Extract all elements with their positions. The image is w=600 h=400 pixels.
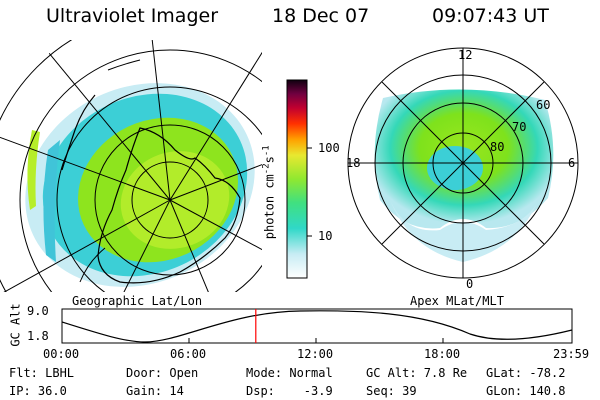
colorbar-unit-label: photon cm-2s-1 bbox=[251, 125, 277, 275]
color-bar bbox=[286, 79, 308, 279]
instrument-title: Ultraviolet Imager bbox=[46, 5, 219, 27]
status-gc-alt: GC Alt: 7.8 Re bbox=[366, 366, 468, 380]
mlat-label-70: 70 bbox=[512, 120, 527, 134]
mlt-label-12: 12 bbox=[458, 48, 473, 62]
mlt-label-6: 6 bbox=[568, 156, 576, 170]
geo-image bbox=[0, 40, 262, 292]
image-date: 18 Dec 07 bbox=[272, 5, 370, 27]
status-door: Door: Open bbox=[126, 366, 199, 380]
mlat-label-60: 60 bbox=[536, 98, 551, 112]
geo-panel-caption: Geographic Lat/Lon bbox=[72, 294, 203, 308]
apex-image bbox=[347, 47, 579, 279]
altitude-ymin: 1.8 bbox=[27, 329, 49, 343]
colorbar-unit-exp1: -2 bbox=[261, 163, 272, 175]
colorbar-unit-exp2: -1 bbox=[261, 145, 272, 157]
colorbar-tick-10: 10 bbox=[318, 229, 333, 243]
mlat-label-80: 80 bbox=[490, 140, 505, 154]
altitude-ymax: 9.0 bbox=[27, 304, 49, 318]
time-tick-2: 12:00 bbox=[297, 347, 334, 361]
status-ip: IP: 36.0 bbox=[9, 384, 67, 398]
mlt-label-0: 0 bbox=[466, 277, 474, 291]
status-filter: Flt: LBHL bbox=[9, 366, 75, 380]
colorbar-tick-100: 100 bbox=[318, 141, 340, 155]
time-tick-0: 00:00 bbox=[43, 347, 80, 361]
time-tick-4: 23:59 bbox=[553, 347, 590, 361]
apex-panel-caption: Apex MLat/MLT bbox=[410, 294, 504, 308]
status-glat: GLat: -78.2 bbox=[486, 366, 566, 380]
time-tick-3: 18:00 bbox=[424, 347, 461, 361]
mlt-label-18: 18 bbox=[346, 156, 361, 170]
status-seq: Seq: 39 bbox=[366, 384, 417, 398]
status-mode: Mode: Normal bbox=[246, 366, 333, 380]
status-glon: GLon: 140.8 bbox=[486, 384, 566, 398]
colorbar-unit-prefix: photon cm bbox=[262, 174, 277, 240]
status-dsp: Dsp: -3.9 bbox=[246, 384, 333, 398]
altitude-plot bbox=[61, 308, 573, 344]
colorbar-unit-mid: s bbox=[262, 156, 277, 164]
image-time: 09:07:43 UT bbox=[432, 5, 549, 27]
time-tick-1: 06:00 bbox=[170, 347, 207, 361]
altitude-ylabel: GC Alt bbox=[8, 303, 23, 347]
status-gain: Gain: 14 bbox=[126, 384, 184, 398]
